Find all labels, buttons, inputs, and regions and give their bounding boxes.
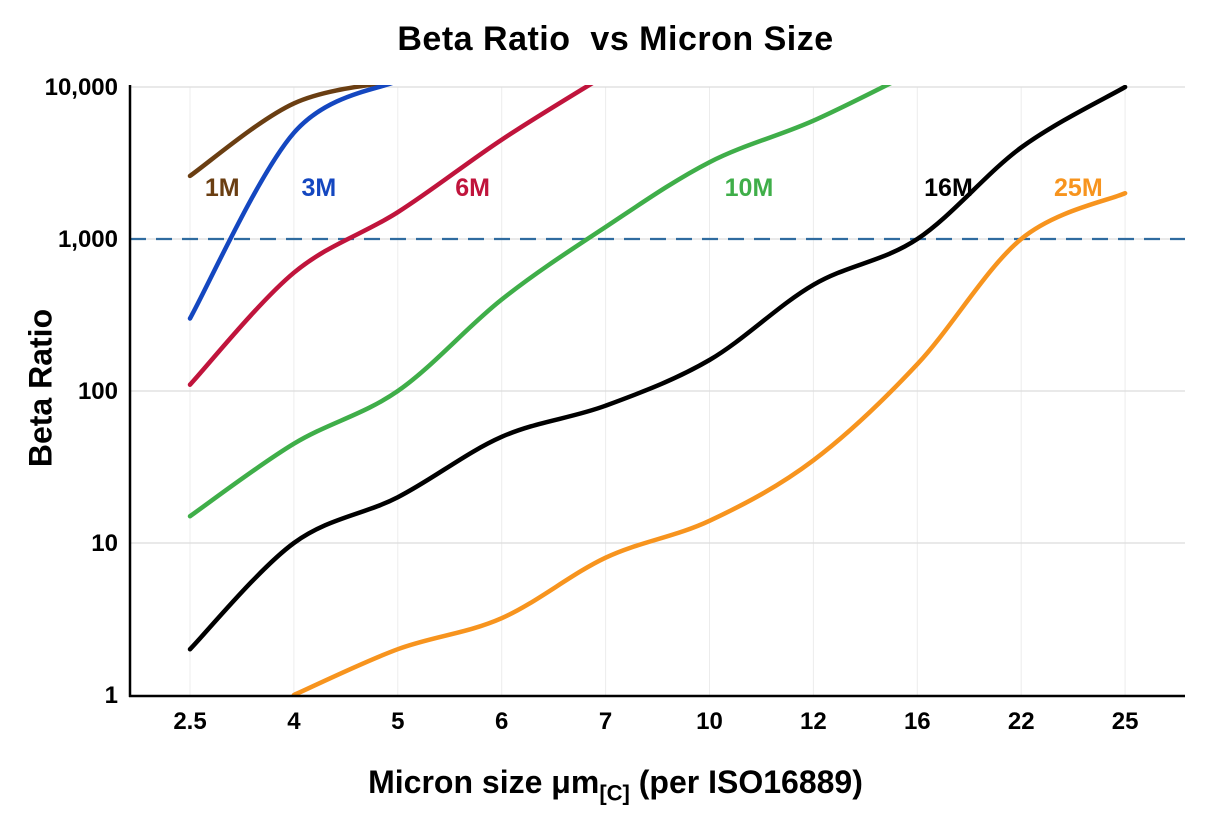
y-tick-label: 10,000 (45, 74, 118, 101)
x-axis-title-subscript: [C] (599, 780, 630, 806)
x-tick-label: 16 (904, 708, 931, 735)
y-tick-label: 1,000 (58, 226, 118, 253)
series-line-25M (291, 190, 1128, 697)
x-axis-title: Micron size μm[C] (per ISO16889) (0, 764, 1231, 806)
series-label-1M: 1M (205, 174, 240, 202)
x-tick-label: 10 (696, 708, 723, 735)
series-line-16M (187, 85, 1128, 652)
series-line-3M (187, 85, 394, 321)
y-tick-label: 100 (78, 378, 118, 405)
x-tick-label: 4 (287, 708, 301, 735)
series-label-6M: 6M (455, 174, 490, 202)
chart-title: Beta Ratio vs Micron Size (397, 20, 834, 58)
x-tick-label: 5 (391, 708, 404, 735)
x-axis-title-rest: (per ISO16889) (629, 764, 863, 800)
x-tick-label: 25 (1112, 708, 1139, 735)
series-line-6M (187, 85, 594, 387)
series-label-10M: 10M (725, 174, 774, 202)
x-tick-label: 2.5 (173, 708, 206, 735)
x-tick-label: 6 (495, 708, 508, 735)
series-line-1M (187, 85, 386, 179)
series-label-16M: 16M (924, 174, 973, 202)
x-tick-label: 22 (1008, 708, 1035, 735)
series-label-25M: 25M (1054, 174, 1103, 202)
y-tick-label: 1 (105, 682, 118, 709)
y-tick-label: 10 (91, 530, 118, 557)
x-axis-title-main: Micron size μm (368, 764, 600, 800)
x-tick-label: 7 (599, 708, 612, 735)
series-label-3M: 3M (301, 174, 336, 202)
x-tick-label: 12 (800, 708, 827, 735)
series-line-10M (187, 85, 892, 519)
